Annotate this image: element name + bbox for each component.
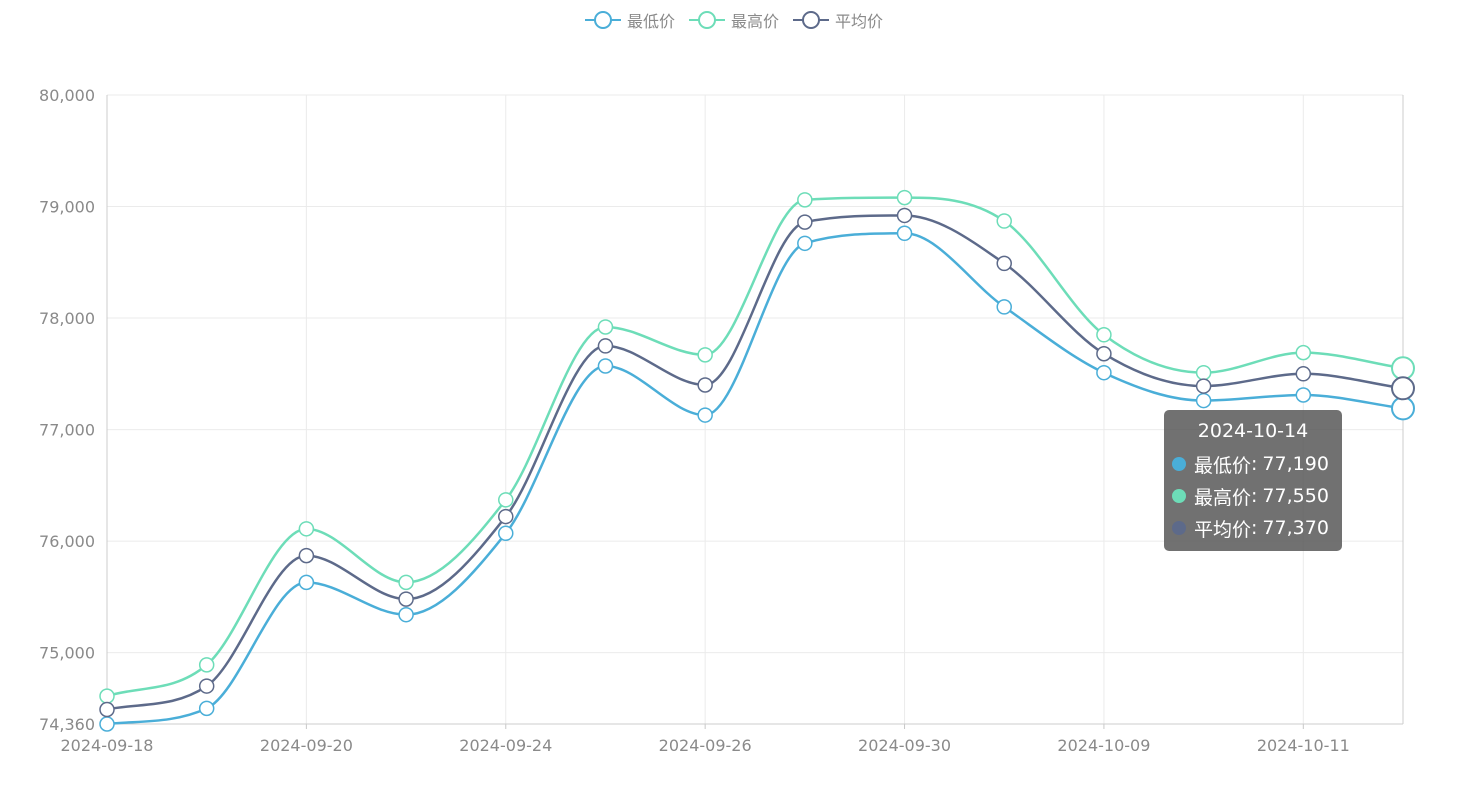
tooltip-dot-low bbox=[1172, 457, 1186, 471]
data-point-high bbox=[896, 189, 913, 206]
data-point-low bbox=[597, 358, 614, 374]
tooltip-value-avg: 77,370 bbox=[1262, 517, 1329, 539]
data-point-avg bbox=[797, 214, 813, 230]
tooltip-row-low: 最低价: 77,190 bbox=[1172, 448, 1334, 480]
data-point-high bbox=[1295, 344, 1312, 361]
legend-label-avg: 平均价 bbox=[835, 12, 884, 31]
tooltip-value-low: 77,190 bbox=[1262, 453, 1329, 475]
data-point-low bbox=[996, 299, 1012, 315]
data-point-high bbox=[1195, 364, 1212, 381]
data-point-avg bbox=[398, 591, 414, 607]
y-tick-label: 78,000 bbox=[39, 309, 95, 328]
data-point-avg bbox=[996, 255, 1012, 272]
x-tick-label: 2024-09-18 bbox=[61, 736, 154, 755]
data-point-low bbox=[1391, 396, 1415, 421]
data-point-high bbox=[498, 492, 514, 508]
legend: 最低价 最高价 平均价 bbox=[0, 8, 1468, 32]
x-tick-label: 2024-09-30 bbox=[858, 736, 951, 755]
data-point-avg bbox=[498, 508, 514, 525]
tooltip: 2024-10-14 最低价: 77,190 最高价: 77,550 平均价: … bbox=[1164, 410, 1342, 551]
data-point-low bbox=[398, 606, 414, 623]
data-point-low bbox=[896, 225, 913, 242]
tooltip-dot-avg bbox=[1172, 521, 1186, 535]
tooltip-value-high: 77,550 bbox=[1262, 485, 1329, 507]
data-point-high bbox=[597, 319, 614, 335]
tooltip-name-high: 最高价 bbox=[1194, 486, 1252, 509]
data-point-avg bbox=[1391, 376, 1415, 401]
y-tick-label: 76,000 bbox=[39, 532, 95, 551]
tooltip-row-high: 最高价: 77,550 bbox=[1172, 480, 1334, 512]
data-point-avg bbox=[597, 338, 614, 354]
data-point-high bbox=[1096, 327, 1112, 343]
data-point-avg bbox=[1295, 366, 1312, 382]
legend-item-avg[interactable]: 平均价 bbox=[793, 8, 883, 32]
data-point-low bbox=[1096, 364, 1112, 381]
data-point-avg bbox=[198, 678, 215, 694]
tooltip-name-avg: 平均价 bbox=[1194, 518, 1252, 541]
tooltip-title: 2024-10-14 bbox=[1197, 420, 1309, 442]
data-point-high bbox=[996, 213, 1012, 229]
data-point-low bbox=[498, 525, 514, 542]
data-point-high bbox=[198, 657, 215, 673]
legend-item-low[interactable]: 最低价 bbox=[584, 8, 675, 32]
data-point-high bbox=[697, 347, 713, 363]
data-point-avg bbox=[298, 547, 315, 564]
data-point-high bbox=[797, 192, 813, 208]
y-tick-label: 74,360 bbox=[39, 715, 95, 734]
tooltip-dot-high bbox=[1172, 489, 1186, 503]
data-point-avg bbox=[896, 207, 913, 224]
x-tick-label: 2024-09-24 bbox=[459, 736, 552, 755]
data-point-low bbox=[797, 235, 813, 252]
data-point-avg bbox=[1195, 378, 1212, 394]
data-point-high bbox=[398, 574, 414, 591]
legend-high-icon bbox=[688, 11, 725, 29]
data-point-high bbox=[99, 688, 115, 704]
legend-item-high[interactable]: 最高价 bbox=[688, 8, 779, 32]
legend-avg-icon bbox=[793, 11, 829, 29]
x-tick-label: 2024-10-09 bbox=[1057, 736, 1150, 755]
data-point-low bbox=[697, 407, 713, 423]
data-point-low bbox=[1295, 387, 1312, 403]
data-point-avg bbox=[1096, 345, 1112, 362]
tooltip-row-avg: 平均价: 77,370 bbox=[1172, 512, 1334, 544]
x-tick-label: 2024-09-20 bbox=[260, 736, 353, 755]
legend-label-high: 最高价 bbox=[730, 12, 779, 31]
y-tick-label: 75,000 bbox=[39, 644, 95, 663]
tooltip-name-low: 最低价 bbox=[1194, 454, 1252, 477]
data-point-low bbox=[99, 716, 115, 732]
x-tick-label: 2024-10-11 bbox=[1257, 736, 1350, 755]
data-point-high bbox=[1391, 356, 1415, 381]
data-point-avg bbox=[697, 377, 713, 393]
legend-label-low: 最低价 bbox=[626, 12, 675, 31]
data-point-low bbox=[1195, 392, 1212, 409]
data-point-low bbox=[198, 700, 215, 717]
y-tick-label: 77,000 bbox=[39, 421, 95, 440]
data-point-avg bbox=[99, 701, 115, 718]
data-point-high bbox=[298, 521, 315, 537]
y-tick-label: 80,000 bbox=[39, 86, 95, 105]
x-tick-label: 2024-09-26 bbox=[659, 736, 752, 755]
legend-low-icon bbox=[584, 11, 621, 29]
y-tick-label: 79,000 bbox=[39, 198, 95, 217]
data-point-low bbox=[298, 574, 315, 591]
